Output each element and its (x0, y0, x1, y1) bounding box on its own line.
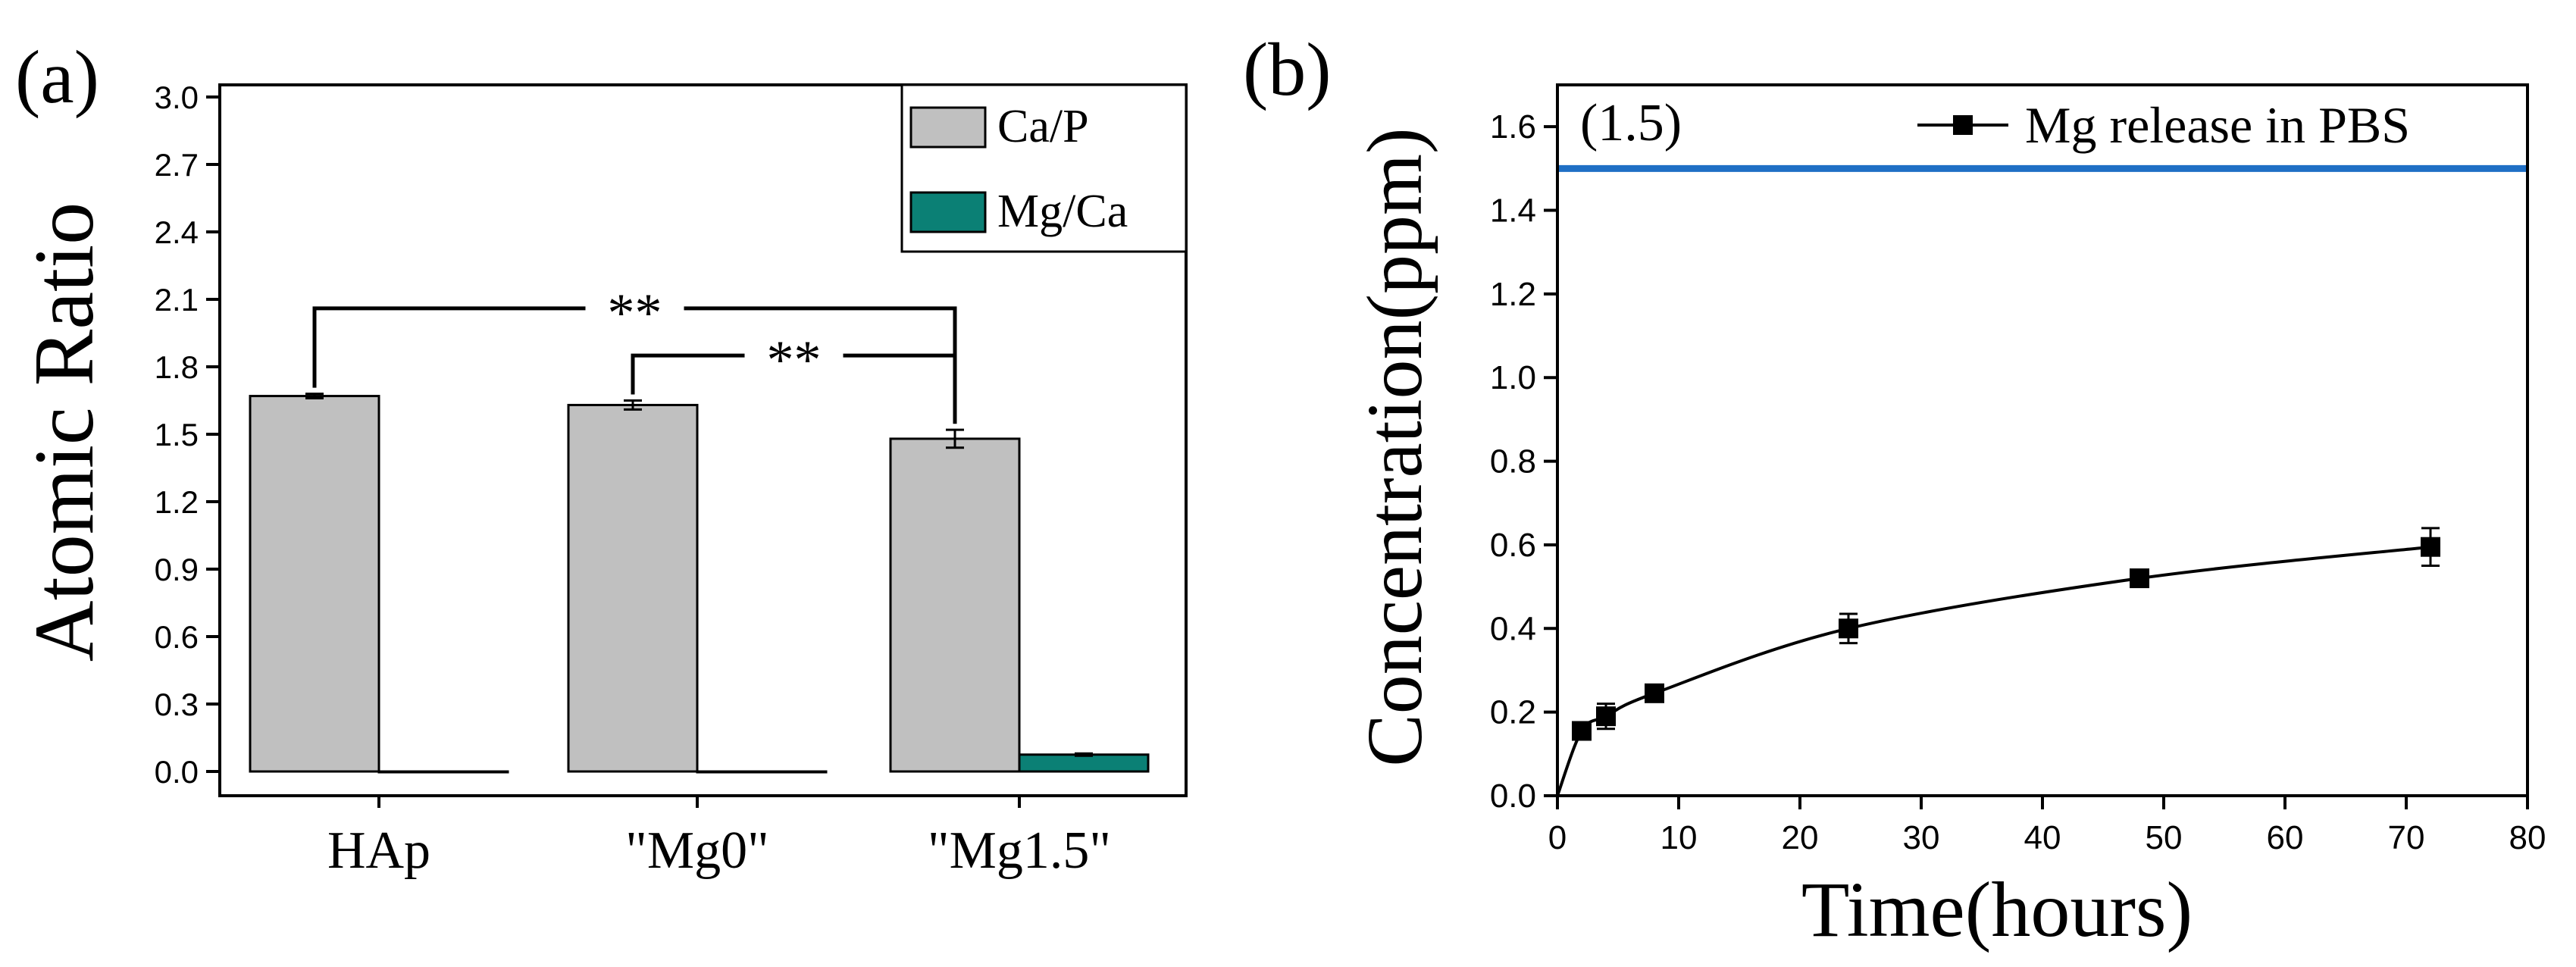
panel-b-reference-label: (1.5) (1580, 94, 1682, 152)
x-tick-label: 70 (2388, 819, 2425, 856)
panel-b-x-axis-title: Time(hours) (1801, 866, 2193, 953)
y-tick-label: 2.7 (155, 147, 199, 183)
panel-a-label: (a) (15, 35, 99, 119)
y-tick-label: 0.3 (155, 687, 199, 722)
y-tick-label: 1.2 (1490, 276, 1536, 313)
x-tick-label: 60 (2267, 819, 2304, 856)
x-tick-label-hap: HAp (327, 821, 430, 880)
bar-mg-ca-mg1-5 (1018, 753, 1150, 773)
significance-label: ** (767, 330, 822, 390)
y-tick-label: 1.4 (1490, 192, 1536, 230)
panel-b-label: (b) (1243, 27, 1332, 111)
x-tick-label: 40 (2024, 819, 2061, 856)
y-tick-label: 2.1 (155, 282, 199, 318)
bar-mg-ca-mg0 (696, 770, 828, 774)
y-tick-label: 3.0 (155, 80, 199, 115)
panel-b-line-chart: (b) Concentration(ppm) Time(hours) 0.00.… (1243, 27, 2546, 953)
panel-a-legend: Ca/P Mg/Ca (900, 83, 1188, 253)
data-point (2130, 568, 2149, 589)
legend-label-mg-ca: Mg/Ca (997, 186, 1128, 237)
y-tick-label: 1.0 (1490, 359, 1536, 396)
y-tick-label: 1.2 (155, 484, 199, 520)
panel-a-y-ticks: 0.0 0.3 0.6 0.9 1.2 1.5 1.8 2.1 2.4 2.7 3.0 (155, 80, 220, 790)
panel-a-significance-brackets: ** ** (312, 282, 957, 424)
panel-b-plot-frame (1556, 83, 2529, 797)
x-tick-label: 30 (1903, 819, 1940, 856)
data-point (1839, 618, 1858, 639)
significance-label-background (585, 282, 684, 328)
data-point (1572, 721, 1592, 741)
panel-b-legend: Mg release in PBS (1917, 96, 2410, 154)
significance-label: ** (608, 283, 662, 343)
significance-label-background (744, 330, 844, 376)
x-tick-label: 20 (1782, 819, 1819, 856)
x-tick-label: 80 (2509, 819, 2546, 856)
data-point (1596, 706, 1616, 727)
x-tick-label-mg0: "Mg0" (625, 821, 768, 880)
bar-ca-p-mg1-5 (889, 437, 1021, 773)
panel-b-y-ticks: 0.0 0.2 0.4 0.6 0.8 1.0 1.2 1.4 1.6 (1490, 108, 1557, 815)
data-point (1645, 683, 1664, 703)
y-tick-label: 1.5 (155, 417, 199, 452)
panel-b-series (1556, 527, 2440, 796)
panel-a-plot-frame (218, 83, 1188, 797)
panel-b-x-ticks: 0 10 20 30 40 50 60 70 80 (1548, 796, 2546, 856)
y-tick-label: 0.6 (155, 619, 199, 655)
legend-label-mg-release: Mg release in PBS (2025, 96, 2410, 154)
bar-ca-p-hap (249, 395, 380, 773)
y-tick-label: 0.9 (155, 552, 199, 587)
panel-a-x-ticks: HAp "Mg0" "Mg1.5" (327, 796, 1111, 880)
y-tick-label: 0.6 (1490, 527, 1536, 564)
legend-swatch-mg-ca (909, 191, 987, 233)
y-tick-label: 0.2 (1490, 694, 1536, 731)
y-tick-label: 1.8 (155, 349, 199, 385)
x-tick-label: 0 (1548, 819, 1567, 856)
x-tick-label-mg1-5: "Mg1.5" (928, 821, 1111, 880)
y-tick-label: 0.0 (1490, 778, 1536, 815)
bar-ca-p-mg0 (567, 403, 699, 773)
panel-a-bar-chart: (a) Atomic Ratio 0.0 0.3 0.6 0.9 1.2 1.5 1.8 2.… (15, 35, 1188, 880)
legend-swatch-ca-p (909, 106, 987, 149)
x-tick-label: 50 (2146, 819, 2183, 856)
panel-a-error-bars (305, 393, 1093, 757)
panel-a-y-axis-title: Atomic Ratio (17, 202, 111, 662)
x-tick-label: 10 (1660, 819, 1698, 856)
series-line-mg-release-in-pbs (1556, 545, 2431, 796)
y-tick-label: 1.6 (1490, 108, 1536, 146)
legend-marker-mg-release (1953, 115, 1973, 135)
y-tick-label: 0.0 (155, 754, 199, 790)
y-tick-label: 2.4 (155, 214, 199, 250)
bar-mg-ca-hap (377, 770, 509, 774)
data-point (2421, 537, 2440, 557)
y-tick-label: 0.8 (1490, 443, 1536, 480)
panel-b-y-axis-title: Concentration(ppm) (1351, 127, 1438, 766)
legend-label-ca-p: Ca/P (997, 101, 1089, 152)
y-tick-label: 0.4 (1490, 610, 1536, 647)
panel-a-bars (249, 395, 1150, 774)
